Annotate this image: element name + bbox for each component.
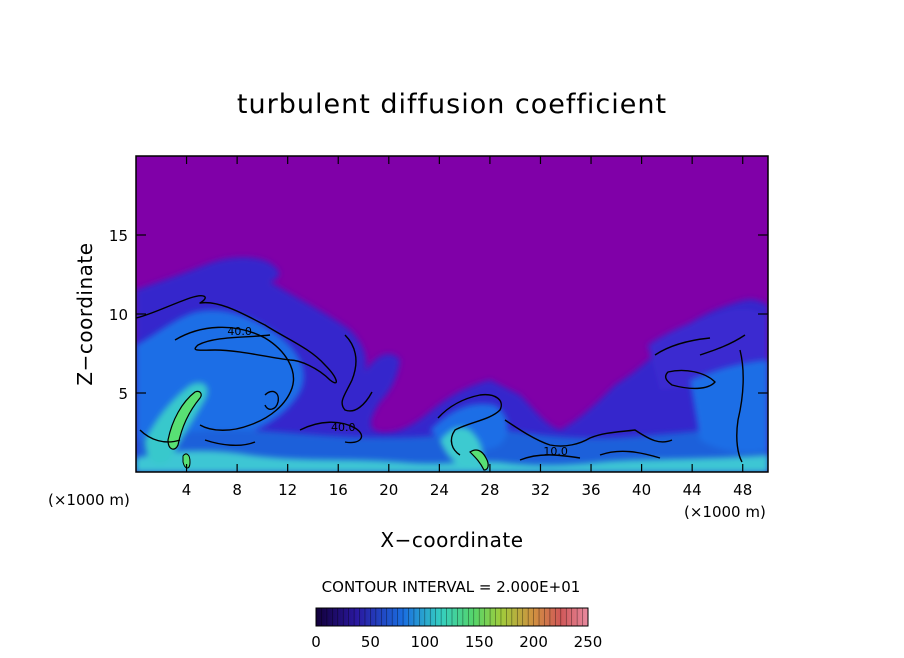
x-tick-label: 4 [182, 481, 192, 499]
x-tick-label: 32 [531, 481, 550, 499]
y-axis-label: Z−coordinate [73, 242, 97, 385]
x-axis-label: X−coordinate [380, 528, 523, 552]
y-tick-label: 5 [118, 385, 128, 403]
bottom-cyan-band [136, 450, 768, 472]
chart-title: turbulent diffusion coefficient [237, 89, 667, 120]
contour-right-top [654, 334, 746, 356]
x-tick-label: 24 [430, 481, 449, 499]
center-green-arc [469, 449, 489, 471]
x-unit-right: (×1000 m) [684, 503, 766, 521]
contour-arm [341, 334, 373, 412]
x-tick-label: 48 [733, 481, 752, 499]
contour-label: 10.0 [543, 445, 568, 458]
x-tick-label: 16 [329, 481, 348, 499]
colorbar-tick-labels: 0 50 100 150 200 250 [311, 633, 602, 651]
x-tick-label: 36 [581, 481, 600, 499]
contour-inner-eddy [174, 326, 295, 431]
left-green-arc [167, 390, 202, 450]
x-tick-label: 12 [278, 481, 297, 499]
x-tick-label: 28 [480, 481, 499, 499]
colorbar-tick-label: 0 [311, 633, 321, 651]
colorbar-tick-label: 150 [465, 633, 494, 651]
colorbar-tick-label: 200 [519, 633, 548, 651]
x-tick-label: 44 [683, 481, 702, 499]
x-tick-label: 8 [232, 481, 242, 499]
peak-turbulence-regions [167, 390, 489, 471]
contour-right-loop [664, 369, 716, 390]
contour-lines [136, 295, 746, 463]
contour-label: 40.0 [227, 325, 252, 338]
left-eddy-region [136, 257, 768, 472]
colorbar: 0 50 100 150 200 250 [311, 607, 602, 651]
colorbar-frame [315, 607, 589, 627]
x-axis: 4 8 12 16 20 24 28 32 36 40 44 48 [182, 156, 752, 499]
contour-bottom [519, 450, 661, 461]
contour-swirl [264, 390, 280, 410]
x-unit-left: (×1000 m) [48, 491, 130, 509]
y-tick-label: 10 [109, 306, 128, 324]
right-mid-region [690, 360, 768, 453]
colorbar-tick-label: 250 [574, 633, 603, 651]
contour-lower-left [139, 421, 363, 447]
colorbar-stripes [321, 608, 583, 626]
contour-interval-text: CONTOUR INTERVAL = 2.000E+01 [322, 578, 581, 596]
contour-center-right [504, 419, 673, 447]
colorbar-tick-label: 50 [361, 633, 380, 651]
contour-center [437, 393, 502, 456]
contour-right-streak [736, 349, 744, 463]
bottom-green-blob [182, 453, 191, 469]
colorbar-tick-label: 100 [410, 633, 439, 651]
contour-label: 40.0 [331, 421, 356, 434]
center-cyan-streak [440, 427, 483, 469]
contour-outer-eddy [136, 295, 337, 384]
y-axis: 5 10 15 [109, 227, 768, 403]
x-tick-label: 20 [379, 481, 398, 499]
y-tick-label: 15 [109, 227, 128, 245]
plot-area: 40.0 40.0 10.0 [136, 156, 768, 472]
contour-labels: 40.0 40.0 10.0 [227, 325, 568, 458]
x-tick-label: 40 [632, 481, 651, 499]
